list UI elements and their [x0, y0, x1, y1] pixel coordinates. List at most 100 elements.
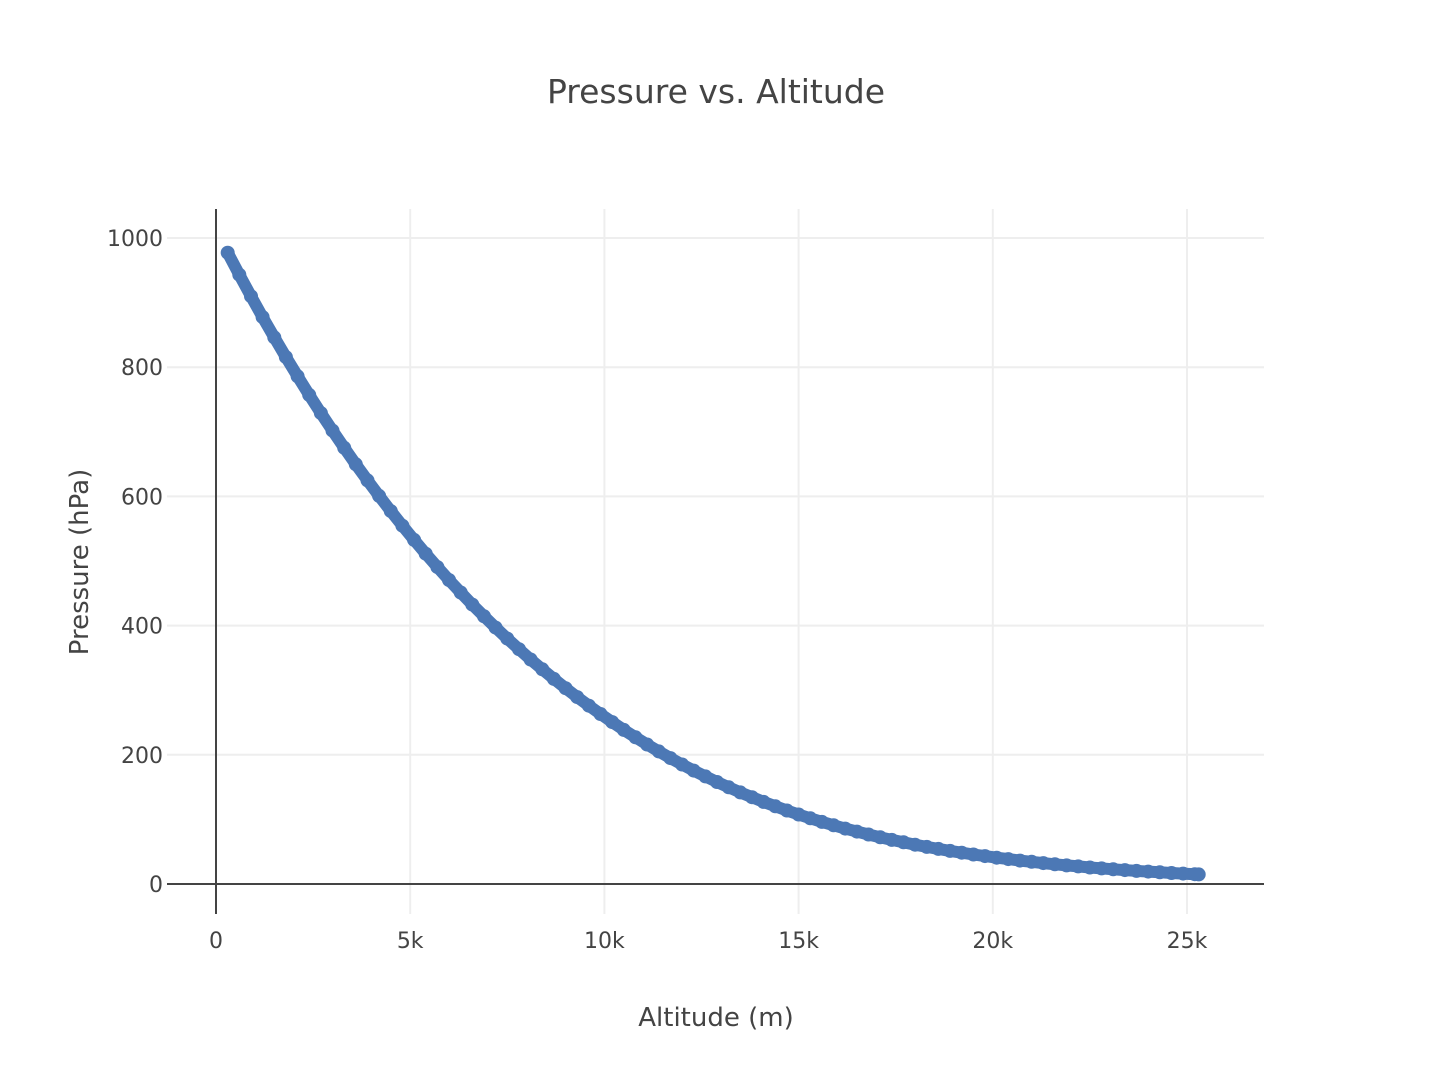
- data-point: [873, 830, 888, 845]
- data-point: [442, 573, 456, 587]
- data-series: [220, 245, 1206, 882]
- chart-title: Pressure vs. Altitude: [547, 72, 885, 111]
- data-point: [1106, 862, 1121, 877]
- data-point: [698, 769, 713, 784]
- data-point: [651, 744, 666, 759]
- x-tick-label: 20k: [972, 929, 1013, 954]
- data-point: [337, 440, 352, 455]
- data-point: [966, 847, 981, 862]
- data-point: [372, 488, 387, 503]
- data-point: [710, 775, 724, 789]
- data-point: [313, 406, 328, 421]
- data-point: [733, 785, 748, 800]
- data-point: [605, 715, 620, 730]
- data-point: [232, 267, 247, 282]
- data-point: [535, 662, 550, 677]
- data-point: [686, 763, 701, 778]
- data-point: [768, 799, 783, 814]
- data-point: [302, 387, 317, 402]
- data-point: [581, 698, 596, 713]
- data-point: [1117, 863, 1132, 878]
- data-point: [908, 837, 923, 852]
- data-point: [512, 642, 526, 657]
- data-point: [488, 620, 503, 635]
- data-point: [861, 827, 876, 842]
- data-point: [884, 832, 899, 847]
- data-point: [779, 803, 794, 818]
- y-axis-title: Pressure (hPa): [65, 469, 95, 656]
- data-point: [593, 707, 608, 721]
- data-point: [1152, 865, 1167, 880]
- data-point: [290, 369, 305, 384]
- y-tick-label: 600: [121, 485, 163, 510]
- data-point: [255, 310, 270, 325]
- data-point: [383, 504, 398, 519]
- data-point: [523, 652, 538, 667]
- data-point: [1036, 856, 1051, 871]
- data-point: [1013, 853, 1027, 868]
- data-point: [791, 807, 806, 822]
- data-point: [546, 671, 561, 686]
- data-point: [453, 585, 468, 600]
- data-point: [418, 546, 433, 561]
- data-point: [675, 757, 690, 772]
- data-point: [267, 330, 282, 345]
- data-point: [745, 790, 759, 805]
- data-point: [570, 690, 585, 705]
- y-tick-label: 1000: [107, 227, 163, 252]
- y-tick-label: 0: [149, 873, 163, 898]
- x-tick-label: 15k: [778, 929, 819, 954]
- data-point: [465, 597, 480, 612]
- data-point: [348, 457, 363, 472]
- data-point: [931, 841, 946, 856]
- x-tick-label: 5k: [397, 929, 424, 954]
- zero-lines: [167, 209, 1264, 914]
- data-point: [989, 850, 1004, 865]
- data-point: [558, 681, 573, 696]
- data-point: [1071, 859, 1086, 874]
- x-tick-label: 0: [209, 929, 223, 954]
- data-point: [430, 560, 445, 575]
- y-tick-label: 400: [121, 615, 163, 640]
- data-point: [395, 518, 410, 533]
- data-point: [220, 245, 235, 260]
- data-point: [721, 780, 736, 795]
- data-point: [826, 818, 841, 833]
- data-point: [616, 722, 631, 737]
- data-point: [1059, 858, 1074, 873]
- data-point: [244, 289, 258, 304]
- grid-lines: [167, 209, 1264, 914]
- data-point: [1094, 861, 1109, 876]
- data-point: [756, 794, 771, 809]
- data-point: [477, 609, 491, 624]
- data-point: [1001, 852, 1016, 867]
- data-point: [954, 845, 969, 860]
- x-tick-label: 25k: [1167, 929, 1208, 954]
- data-point: [1129, 863, 1144, 878]
- data-point: [640, 737, 655, 752]
- data-point: [803, 811, 818, 826]
- data-point: [663, 751, 678, 766]
- data-point: [896, 835, 911, 850]
- data-point: [814, 814, 829, 829]
- data-point: [1082, 860, 1097, 875]
- data-point: [1047, 857, 1062, 872]
- x-axis-title: Altitude (m): [638, 1003, 793, 1033]
- data-point: [407, 532, 422, 547]
- data-point: [628, 730, 643, 745]
- data-point: [1176, 866, 1191, 881]
- data-point: [919, 839, 934, 854]
- data-point: [943, 843, 958, 858]
- x-tick-label: 10k: [584, 929, 625, 954]
- data-point: [1164, 866, 1179, 880]
- data-point: [838, 821, 853, 836]
- tick-labels: 0 5k 10k 15k 20k 25k 0 200 400 600 800 1000: [107, 227, 1208, 954]
- data-point: [278, 350, 293, 365]
- data-point: [1141, 864, 1156, 879]
- data-point: [978, 849, 992, 864]
- y-tick-label: 800: [121, 356, 163, 381]
- data-point: [325, 423, 340, 438]
- y-tick-label: 200: [121, 744, 163, 769]
- data-point: [360, 473, 375, 488]
